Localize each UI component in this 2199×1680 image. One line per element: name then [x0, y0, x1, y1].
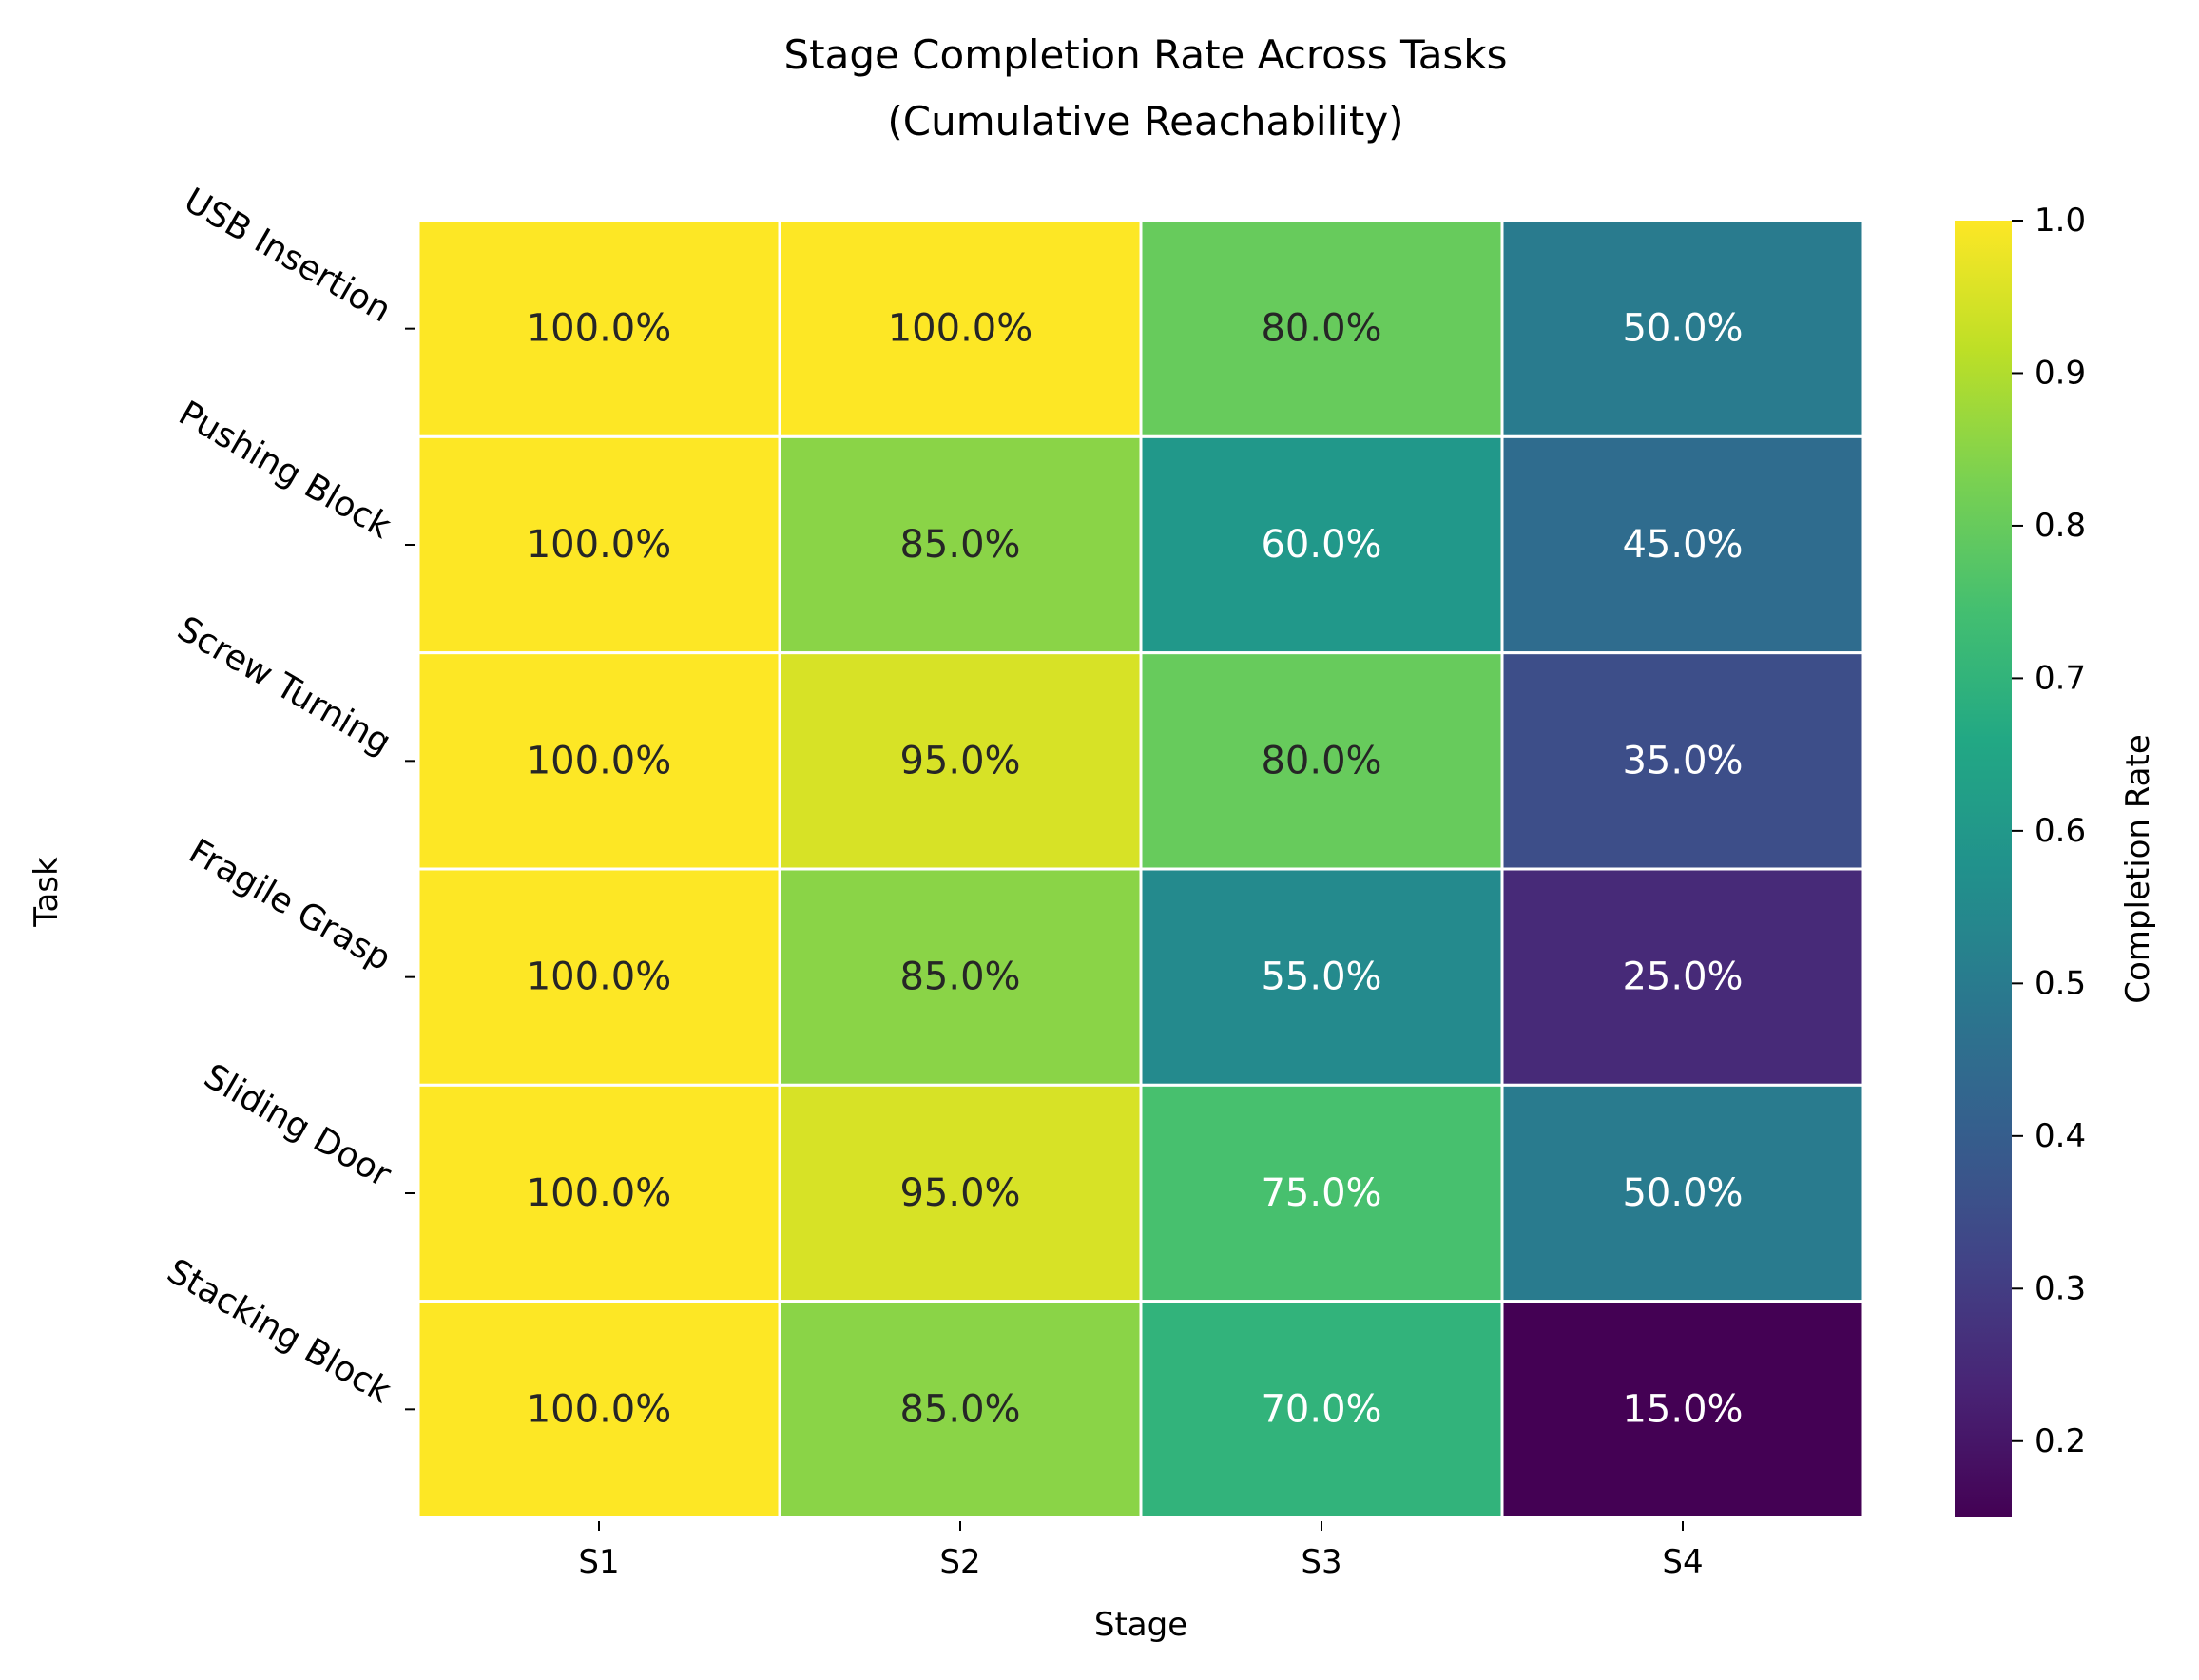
y-axis-label: Task [28, 857, 66, 928]
heatmap-cell [1500, 434, 1865, 655]
colorbar-tick-label: 0.2 [2035, 1422, 2086, 1460]
cell-value-label: 100.0% [527, 956, 672, 999]
colorbar-label: Completion Rate [2119, 734, 2157, 1004]
cell-value-label: 50.0% [1622, 307, 1743, 351]
colorbar-tick-label: 1.0 [2035, 202, 2086, 240]
cell-value-label: 95.0% [899, 739, 1020, 782]
heatmap-cell [416, 434, 781, 655]
cell-value-label: 100.0% [527, 1171, 672, 1215]
heatmap-cell [1500, 651, 1865, 871]
cell-value-label: 60.0% [1261, 523, 1381, 567]
cell-value-label: 85.0% [899, 956, 1020, 999]
colorbar-gradient [1955, 221, 2012, 1517]
heatmap-cell [778, 434, 1143, 655]
cell-value-label: 25.0% [1622, 956, 1743, 999]
cell-value-label: 100.0% [527, 1387, 672, 1431]
colorbar-tick-label: 0.3 [2035, 1269, 2086, 1307]
cell-value-label: 100.0% [527, 307, 672, 351]
y-tick-label: Pushing Block [172, 394, 397, 547]
heatmap-cells [416, 219, 1865, 1519]
y-tick-label: Fragile Grasp [183, 832, 397, 978]
cell-value-label: 50.0% [1622, 1171, 1743, 1215]
cell-value-label: 100.0% [888, 307, 1033, 351]
heatmap-cell [1139, 219, 1504, 438]
cell-value-label: 100.0% [527, 523, 672, 567]
heatmap-cell [778, 1300, 1143, 1519]
colorbar-tick-label: 0.8 [2035, 507, 2086, 545]
x-axis-ticks: S1 S2 S3 S4 [578, 1521, 1704, 1581]
heatmap-cell [778, 219, 1143, 438]
heatmap-cell [1139, 867, 1504, 1087]
heatmap-cell [1500, 219, 1865, 438]
x-axis-label: Stage [1094, 1606, 1187, 1644]
colorbar-tick-label: 0.7 [2035, 659, 2086, 697]
cell-value-label: 85.0% [899, 1387, 1020, 1431]
colorbar-tick-label: 0.5 [2035, 964, 2086, 1002]
y-tick-label: Screw Turning [171, 609, 397, 763]
heatmap-cell [416, 1300, 781, 1519]
heatmap-cell [416, 219, 781, 438]
colorbar-tick-label: 0.4 [2035, 1117, 2086, 1155]
heatmap-cell [1139, 1083, 1504, 1303]
heatmap-cell [1500, 1083, 1865, 1303]
x-tick-label: S3 [1301, 1543, 1341, 1581]
heatmap-cell [778, 651, 1143, 871]
x-tick-label: S1 [578, 1543, 619, 1581]
cell-value-label: 35.0% [1622, 739, 1743, 782]
colorbar: 1.0 0.9 0.8 0.7 0.6 0.5 0.4 0.3 0.2 Completion R… [1955, 202, 2157, 1517]
x-tick-label: S2 [939, 1543, 980, 1581]
chart-title: Stage Completion Rate Across Tasks [783, 31, 1507, 78]
heatmap-cell [778, 867, 1143, 1087]
colorbar-tick-label: 0.6 [2035, 812, 2086, 850]
heatmap-cell [416, 867, 781, 1087]
cell-value-label: 80.0% [1261, 739, 1381, 782]
heatmap-cell [778, 1083, 1143, 1303]
cell-value-label: 75.0% [1261, 1171, 1381, 1215]
heatmap-cell [1500, 1300, 1865, 1519]
heatmap-cell-labels: 100.0% 100.0% 80.0% 50.0% 100.0% 85.0% 60.0% 45… [527, 307, 1744, 1432]
heatmap-cell [1500, 867, 1865, 1087]
cell-value-label: 80.0% [1261, 307, 1381, 351]
cell-value-label: 85.0% [899, 523, 1020, 567]
heatmap-cell [1139, 1300, 1504, 1519]
chart-subtitle: (Cumulative Reachability) [887, 98, 1403, 145]
cell-value-label: 70.0% [1261, 1387, 1381, 1431]
cell-value-label: 100.0% [527, 739, 672, 782]
x-tick-label: S4 [1662, 1543, 1703, 1581]
y-tick-label: USB Insertion [178, 181, 397, 330]
colorbar-ticks: 1.0 0.9 0.8 0.7 0.6 0.5 0.4 0.3 0.2 [2012, 202, 2086, 1460]
heatmap-cell [416, 1083, 781, 1303]
y-tick-label: Sliding Door [197, 1057, 397, 1195]
y-tick-label: Stacking Block [161, 1252, 397, 1412]
cell-value-label: 15.0% [1622, 1387, 1743, 1431]
colorbar-tick-label: 0.9 [2035, 354, 2086, 392]
cell-value-label: 55.0% [1261, 956, 1381, 999]
cell-value-label: 45.0% [1622, 523, 1743, 567]
y-axis-ticks: USB Insertion Pushing Block Screw Turning F… [161, 181, 415, 1411]
cell-value-label: 95.0% [899, 1171, 1020, 1215]
